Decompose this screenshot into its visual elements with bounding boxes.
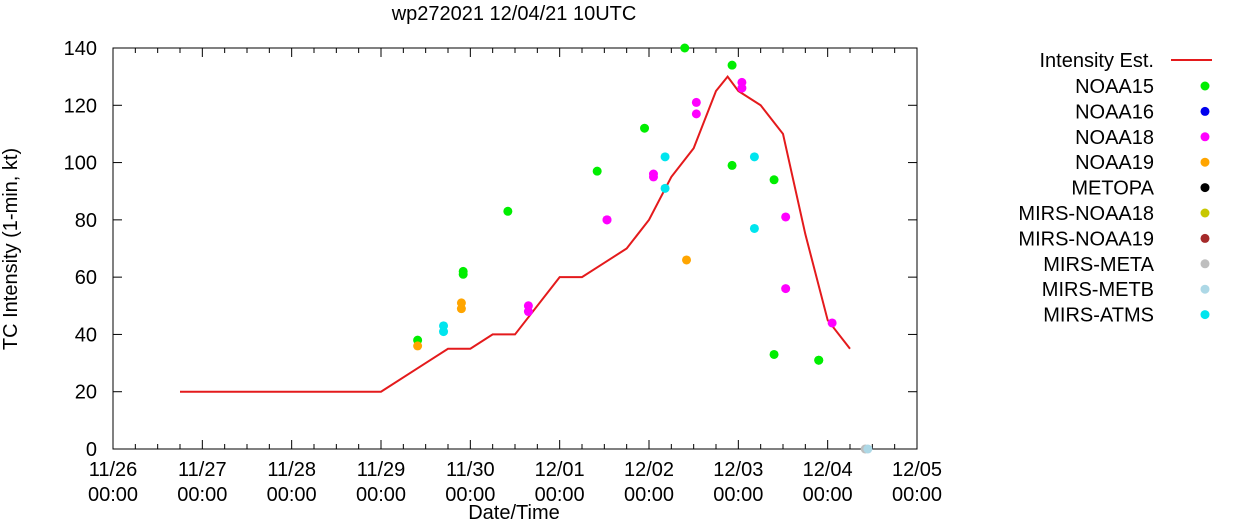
y-axis-label: TC Intensity (1-min, kt) xyxy=(0,148,22,350)
noaa18-point xyxy=(691,109,701,119)
x-tick-date-label: 12/01 xyxy=(535,459,585,481)
intensity-estimate-line xyxy=(180,75,851,393)
x-tick-date-label: 11/27 xyxy=(178,459,227,481)
legend-label-mirs-metb: MIRS-METB xyxy=(1042,279,1154,301)
noaa18-point xyxy=(781,284,791,294)
y-tick-label: 100 xyxy=(64,153,97,175)
noaa19-point xyxy=(682,255,692,265)
x-tick-time-label: 00:00 xyxy=(803,484,853,506)
legend-marker-noaa16 xyxy=(1200,106,1210,116)
x-tick-time-label: 00:00 xyxy=(445,484,495,506)
noaa15-point xyxy=(727,160,737,170)
mirs-atms-point xyxy=(660,183,670,193)
x-tick-date-label: 11/29 xyxy=(357,459,406,481)
noaa19-point xyxy=(413,341,423,351)
legend: Intensity Est. NOAA15 NOAA16 NOAA18 NOAA19 ME… xyxy=(1018,50,1212,327)
legend-marker-mirs-meta xyxy=(1200,259,1210,269)
x-tick-time-label: 00:00 xyxy=(713,484,763,506)
noaa18-point xyxy=(523,307,533,317)
x-tick-time-label: 00:00 xyxy=(624,484,674,506)
noaa15-point xyxy=(640,123,650,133)
legend-marker-noaa15 xyxy=(1200,81,1210,91)
noaa15-point xyxy=(592,166,602,176)
x-tick-time-label: 00:00 xyxy=(892,484,942,506)
noaa15-point xyxy=(769,175,779,185)
mirs-atms-point xyxy=(660,152,670,162)
noaa18-point xyxy=(781,212,791,222)
legend-label-noaa19: NOAA19 xyxy=(1075,152,1154,174)
y-tick-label: 80 xyxy=(75,210,97,232)
x-tick-date-label: 11/28 xyxy=(267,459,316,481)
y-axis: 0 20 40 60 80 100 120 140 xyxy=(64,38,917,461)
x-tick-date-label: 12/05 xyxy=(892,459,942,481)
noaa18-point xyxy=(691,97,701,107)
noaa15-point xyxy=(503,206,513,216)
y-tick-label: 40 xyxy=(75,324,97,346)
x-tick-time-label: 00:00 xyxy=(356,484,406,506)
legend-marker-noaa19 xyxy=(1200,157,1210,167)
mirs-atms-point xyxy=(749,223,759,233)
legend-marker-noaa18 xyxy=(1200,132,1210,142)
noaa15-point xyxy=(458,266,468,276)
noaa18-point xyxy=(602,215,612,225)
mirs-metb-point xyxy=(863,444,873,454)
noaa18-point xyxy=(648,172,658,182)
legend-label-mirs-noaa18: MIRS-NOAA18 xyxy=(1018,203,1154,225)
noaa15-point xyxy=(727,60,737,70)
legend-marker-mirs-metb xyxy=(1200,284,1210,294)
legend-label-noaa18: NOAA18 xyxy=(1075,127,1154,149)
y-tick-label: 0 xyxy=(86,439,97,461)
legend-label-mirs-atms: MIRS-ATMS xyxy=(1043,305,1154,327)
x-tick-date-label: 11/26 xyxy=(89,459,138,481)
noaa18-point xyxy=(737,83,747,93)
noaa15-point xyxy=(680,43,690,53)
legend-marker-mirs-noaa19 xyxy=(1200,233,1210,243)
x-axis: 11/26 00:00 11/27 00:00 11/28 00:00 11/29 00:00… xyxy=(88,48,942,506)
x-tick-time-label: 00:00 xyxy=(177,484,227,506)
x-tick-date-label: 12/03 xyxy=(713,459,763,481)
intensity-estimate-series xyxy=(180,75,851,393)
mirs-atms-point xyxy=(749,152,759,162)
y-tick-label: 60 xyxy=(75,267,97,289)
x-tick-time-label: 00:00 xyxy=(535,484,585,506)
legend-label-metopa: METOPA xyxy=(1071,178,1154,200)
noaa18-point xyxy=(827,318,837,328)
legend-label-mirs-noaa19: MIRS-NOAA19 xyxy=(1018,228,1154,250)
legend-marker-mirs-noaa18 xyxy=(1200,208,1210,218)
y-tick-label: 20 xyxy=(75,382,97,404)
noaa15-point xyxy=(769,349,779,359)
legend-marker-mirs-atms xyxy=(1200,310,1210,320)
noaa19-point xyxy=(456,304,466,314)
legend-label-noaa16: NOAA16 xyxy=(1075,101,1154,123)
y-tick-label: 120 xyxy=(64,95,97,117)
mirs-atms-point xyxy=(439,327,449,337)
noaa15-point xyxy=(814,355,824,365)
x-tick-date-label: 12/04 xyxy=(803,459,853,481)
legend-label-mirs-meta: MIRS-META xyxy=(1043,254,1154,276)
x-tick-date-label: 12/02 xyxy=(624,459,674,481)
x-tick-date-label: 11/30 xyxy=(446,459,495,481)
legend-label-intensity-est: Intensity Est. xyxy=(1040,50,1155,72)
x-axis-label: Date/Time xyxy=(468,502,560,521)
y-tick-label: 140 xyxy=(64,38,97,60)
legend-label-noaa15: NOAA15 xyxy=(1075,76,1154,98)
satellite-points xyxy=(413,43,873,454)
x-tick-time-label: 00:00 xyxy=(88,484,138,506)
plot-frame xyxy=(112,47,918,450)
legend-marker-metopa xyxy=(1200,183,1210,193)
chart-title: wp272021 12/04/21 10UTC xyxy=(391,3,637,25)
x-tick-time-label: 00:00 xyxy=(267,484,317,506)
